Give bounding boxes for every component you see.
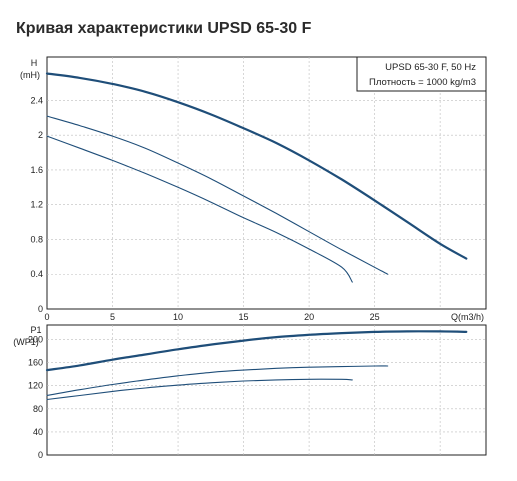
head-chart: 0 0.4 0.8 1.2 1.6 2 2.4 0 5 10 15 20 25 H (mH) Q(m3… [20, 56, 487, 322]
power-chart: 0 40 80 120 160 200 P1 (WP1) [13, 324, 487, 460]
x-tick-label: 10 [173, 312, 183, 322]
legend-pump-model: UPSD 65-30 F, 50 Hz [385, 62, 476, 73]
series-line-3 [46, 135, 353, 283]
power-y-label-unit: (WP1) [13, 337, 39, 347]
y-tick-label: 0 [38, 450, 43, 460]
y-tick-label: 0.8 [30, 234, 43, 244]
x-tick-label: 15 [239, 312, 249, 322]
y-tick-label: 0.4 [30, 269, 43, 279]
page-title: Кривая характеристики UPSD 65-30 F [16, 20, 312, 37]
power-series [45, 330, 468, 401]
series-line-2 [46, 115, 389, 275]
x-tick-label: 25 [370, 312, 380, 322]
head-y-tick-labels: 0 0.4 0.8 1.2 1.6 2 2.4 [30, 95, 43, 314]
series-line-1 [45, 72, 468, 260]
power-plot-frame [46, 324, 487, 456]
head-plot-frame [46, 56, 487, 310]
power-grid [47, 325, 486, 455]
legend-frame [356, 56, 487, 92]
y-tick-label: 0 [38, 304, 43, 314]
series-line-3 [46, 378, 353, 401]
y-tick-label: 120 [28, 381, 43, 391]
legend-density: Плотность = 1000 kg/m3 [369, 77, 476, 88]
power-y-label-symbol: P1 [30, 325, 41, 335]
y-tick-label: 80 [33, 404, 43, 414]
head-y-label-unit: (mH) [20, 70, 40, 80]
x-tick-label: 0 [44, 312, 49, 322]
head-y-label-symbol: H [31, 58, 38, 68]
y-tick-label: 2 [38, 130, 43, 140]
head-series [45, 72, 468, 283]
legend-box: UPSD 65-30 F, 50 Hz Плотность = 1000 kg/… [356, 56, 487, 92]
y-tick-label: 2.4 [30, 95, 43, 105]
power-y-tick-labels: 0 40 80 120 160 200 [28, 334, 43, 460]
series-line-1 [45, 330, 468, 372]
y-tick-label: 160 [28, 358, 43, 368]
y-tick-label: 200 [28, 334, 43, 344]
y-tick-label: 40 [33, 427, 43, 437]
series-line-2 [46, 365, 389, 397]
x-tick-label: 5 [110, 312, 115, 322]
head-x-tick-labels: 0 5 10 15 20 25 [44, 312, 379, 322]
y-tick-label: 1.6 [30, 165, 43, 175]
head-grid [47, 57, 486, 309]
head-x-label: Q(m3/h) [451, 312, 484, 322]
y-tick-label: 1.2 [30, 200, 43, 210]
x-tick-label: 20 [304, 312, 314, 322]
